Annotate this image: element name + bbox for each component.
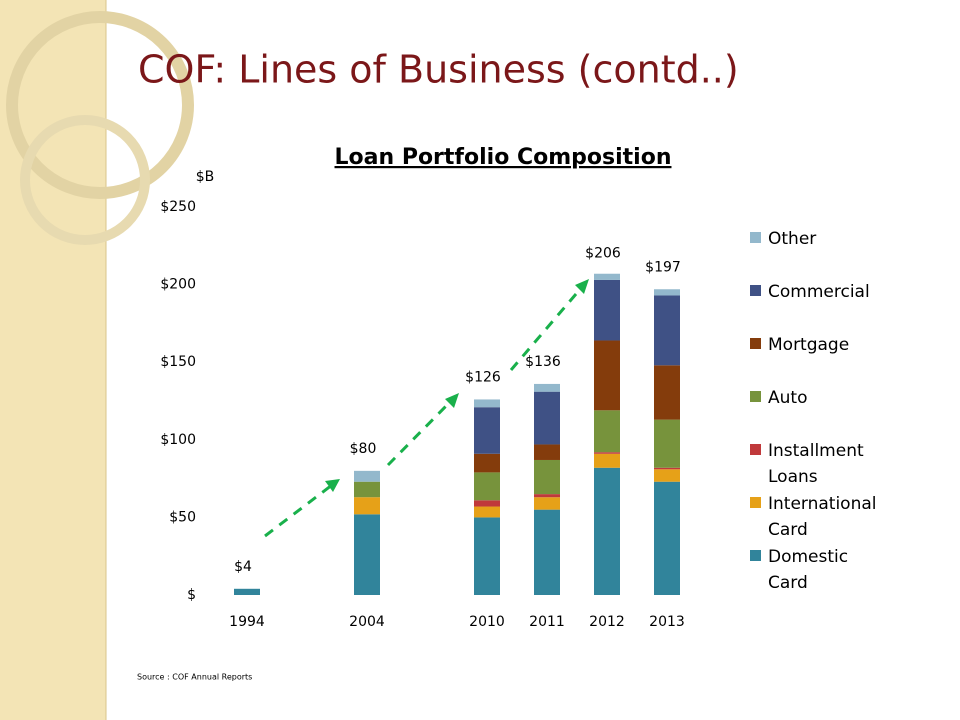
bar-segment (474, 472, 500, 501)
source-note: Source : COF Annual Reports (137, 673, 252, 682)
chart-title: Loan Portfolio Composition (335, 145, 672, 170)
y-axis-label: $B (196, 169, 215, 185)
bar-segment (534, 509, 560, 595)
arrow-head (575, 279, 589, 294)
bar-segment (594, 273, 620, 280)
legend-label: Commercial (768, 282, 870, 302)
bar-segment (654, 289, 680, 296)
y-tick-label: $200 (160, 277, 196, 293)
legend-label: Mortgage (768, 335, 850, 355)
bar-segment (474, 399, 500, 408)
bar-segment (594, 279, 620, 341)
x-tick-label: 2011 (529, 614, 565, 630)
legend-entry: Mortgage (750, 332, 849, 358)
arrow-line (386, 398, 454, 467)
y-tick-label: $250 (160, 199, 196, 215)
x-tick-label: 2013 (649, 614, 685, 630)
total-label: $126 (465, 369, 501, 385)
bar-segment (474, 500, 500, 507)
total-label: $80 (350, 441, 377, 457)
bar-segment (534, 459, 560, 495)
legend-label: International Card (768, 494, 877, 540)
legend-entry: Domestic Card (750, 544, 880, 596)
total-label: $4 (234, 559, 252, 575)
x-tick-label: 2012 (589, 614, 625, 630)
legend-label: Other (768, 229, 817, 249)
legend-label: Auto (768, 388, 808, 408)
trend-arrows (264, 286, 584, 538)
y-tick-label: $150 (160, 354, 196, 370)
total-label: $206 (585, 245, 621, 261)
legend-swatch (750, 391, 761, 402)
bar-segment (534, 497, 560, 510)
bar-segment (654, 467, 680, 470)
arrow-head (325, 479, 340, 492)
bar-segment (594, 452, 620, 454)
legend-entry: Installment Loans (750, 438, 880, 490)
bar-segment (534, 383, 560, 392)
x-tick-label: 2010 (469, 614, 505, 630)
legend-entry: Auto (750, 385, 807, 411)
y-tick-label: $100 (160, 432, 196, 448)
bar-segment (654, 469, 680, 482)
x-tick-label: 2004 (349, 614, 385, 630)
legend-entry: Commercial (750, 279, 870, 305)
arrow-heads (325, 279, 589, 492)
bar-segment (474, 407, 500, 454)
bar-segment (354, 497, 380, 515)
legend-swatch (750, 444, 761, 455)
legend-entry: International Card (750, 491, 880, 543)
bar-segment (354, 514, 380, 595)
arrow-line (509, 286, 584, 371)
bar-segment (534, 444, 560, 460)
bar-segment (534, 391, 560, 445)
legend-entry: Other (750, 226, 816, 252)
legend-swatch (750, 550, 761, 561)
arrow-line (264, 483, 333, 538)
bar-segment (654, 481, 680, 595)
slide-title: COF: Lines of Business (contd..) (138, 48, 739, 92)
legend-swatch (750, 232, 761, 243)
deco-circle (20, 115, 150, 245)
bar-segment (354, 470, 380, 482)
bar-segment (654, 295, 680, 366)
arrow-head (445, 393, 459, 408)
y-tick-label: $ (187, 587, 196, 603)
bar-segment (654, 419, 680, 468)
bar-segment (354, 481, 380, 498)
legend-label: Installment Loans (768, 441, 864, 487)
bar-segment (474, 517, 500, 595)
x-tick-label: 1994 (229, 614, 265, 630)
total-label: $197 (645, 259, 681, 275)
bar-segment (534, 494, 560, 498)
bar-segment (474, 506, 500, 518)
y-tick-label: $50 (169, 509, 196, 525)
bar-segment (594, 453, 620, 468)
legend-swatch (750, 497, 761, 508)
deco-circle (6, 11, 194, 199)
legend-swatch (750, 338, 761, 349)
bar-segment (234, 588, 260, 595)
total-label: $136 (525, 354, 561, 370)
bar-segment (594, 410, 620, 453)
bar-segment (654, 365, 680, 420)
legend-swatch (750, 285, 761, 296)
bar-segment (594, 340, 620, 411)
bar-segment (594, 467, 620, 595)
legend-label: Domestic Card (768, 547, 849, 593)
bar-segment (474, 453, 500, 473)
